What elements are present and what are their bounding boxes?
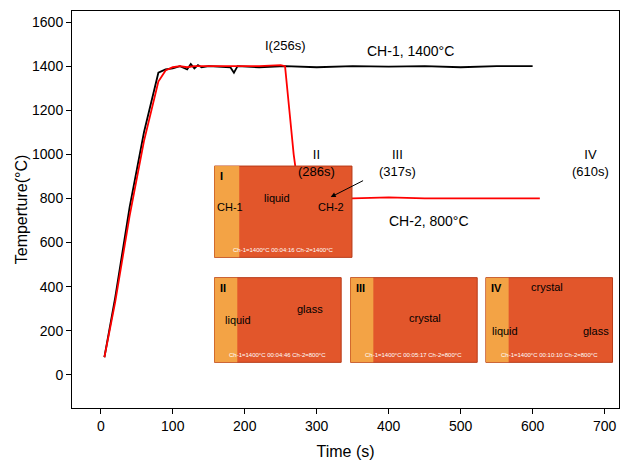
svg-text:I(256s): I(256s) — [265, 38, 305, 53]
svg-text:0: 0 — [55, 367, 63, 383]
svg-text:1200: 1200 — [32, 102, 63, 118]
svg-text:300: 300 — [305, 418, 329, 434]
svg-text:400: 400 — [377, 418, 401, 434]
svg-text:1400: 1400 — [32, 58, 63, 74]
svg-text:Time (s): Time (s) — [316, 443, 374, 460]
svg-text:CH-2: CH-2 — [318, 201, 344, 213]
svg-text:II(286s): II(286s) — [298, 147, 335, 179]
svg-text:IV(610s): IV(610s) — [572, 147, 609, 179]
svg-text:1600: 1600 — [32, 14, 63, 30]
svg-text:liquid: liquid — [492, 325, 518, 337]
svg-text:700: 700 — [593, 418, 617, 434]
svg-text:glass: glass — [583, 325, 609, 337]
svg-text:100: 100 — [161, 418, 185, 434]
svg-text:Temperture(°C): Temperture(°C) — [13, 155, 30, 265]
svg-text:crystal: crystal — [531, 281, 563, 293]
svg-text:II: II — [220, 282, 226, 294]
svg-text:400: 400 — [40, 279, 64, 295]
svg-text:Ch-1=1400°C 00:05:17 Ch-2=800°: Ch-1=1400°C 00:05:17 Ch-2=800°C — [365, 352, 462, 358]
svg-text:I: I — [220, 170, 223, 182]
svg-text:III(317s): III(317s) — [379, 147, 416, 179]
svg-text:liquid: liquid — [225, 314, 251, 326]
svg-text:0: 0 — [97, 418, 105, 434]
svg-text:200: 200 — [233, 418, 257, 434]
svg-text:liquid: liquid — [264, 192, 290, 204]
svg-text:200: 200 — [40, 323, 64, 339]
svg-text:crystal: crystal — [409, 312, 441, 324]
svg-text:CH-2, 800°C: CH-2, 800°C — [389, 213, 469, 229]
svg-text:CH-1: CH-1 — [217, 201, 243, 213]
svg-text:600: 600 — [521, 418, 545, 434]
svg-text:III: III — [356, 282, 365, 294]
svg-text:Ch-1=1400°C 00:10:10 Ch-2=800°: Ch-1=1400°C 00:10:10 Ch-2=800°C — [501, 352, 598, 358]
svg-text:1000: 1000 — [32, 146, 63, 162]
svg-text:800: 800 — [40, 190, 64, 206]
svg-text:Ch-1=1400°C 00:04:16 Ch-2=1400: Ch-1=1400°C 00:04:16 Ch-2=1400°C — [233, 247, 334, 253]
svg-text:glass: glass — [297, 303, 323, 315]
svg-text:Ch-1=1400°C 00:04:46 Ch-2=800°: Ch-1=1400°C 00:04:46 Ch-2=800°C — [229, 352, 326, 358]
svg-text:IV: IV — [491, 282, 502, 294]
svg-text:600: 600 — [40, 234, 64, 250]
svg-text:500: 500 — [449, 418, 473, 434]
svg-text:CH-1, 1400°C: CH-1, 1400°C — [367, 43, 454, 59]
